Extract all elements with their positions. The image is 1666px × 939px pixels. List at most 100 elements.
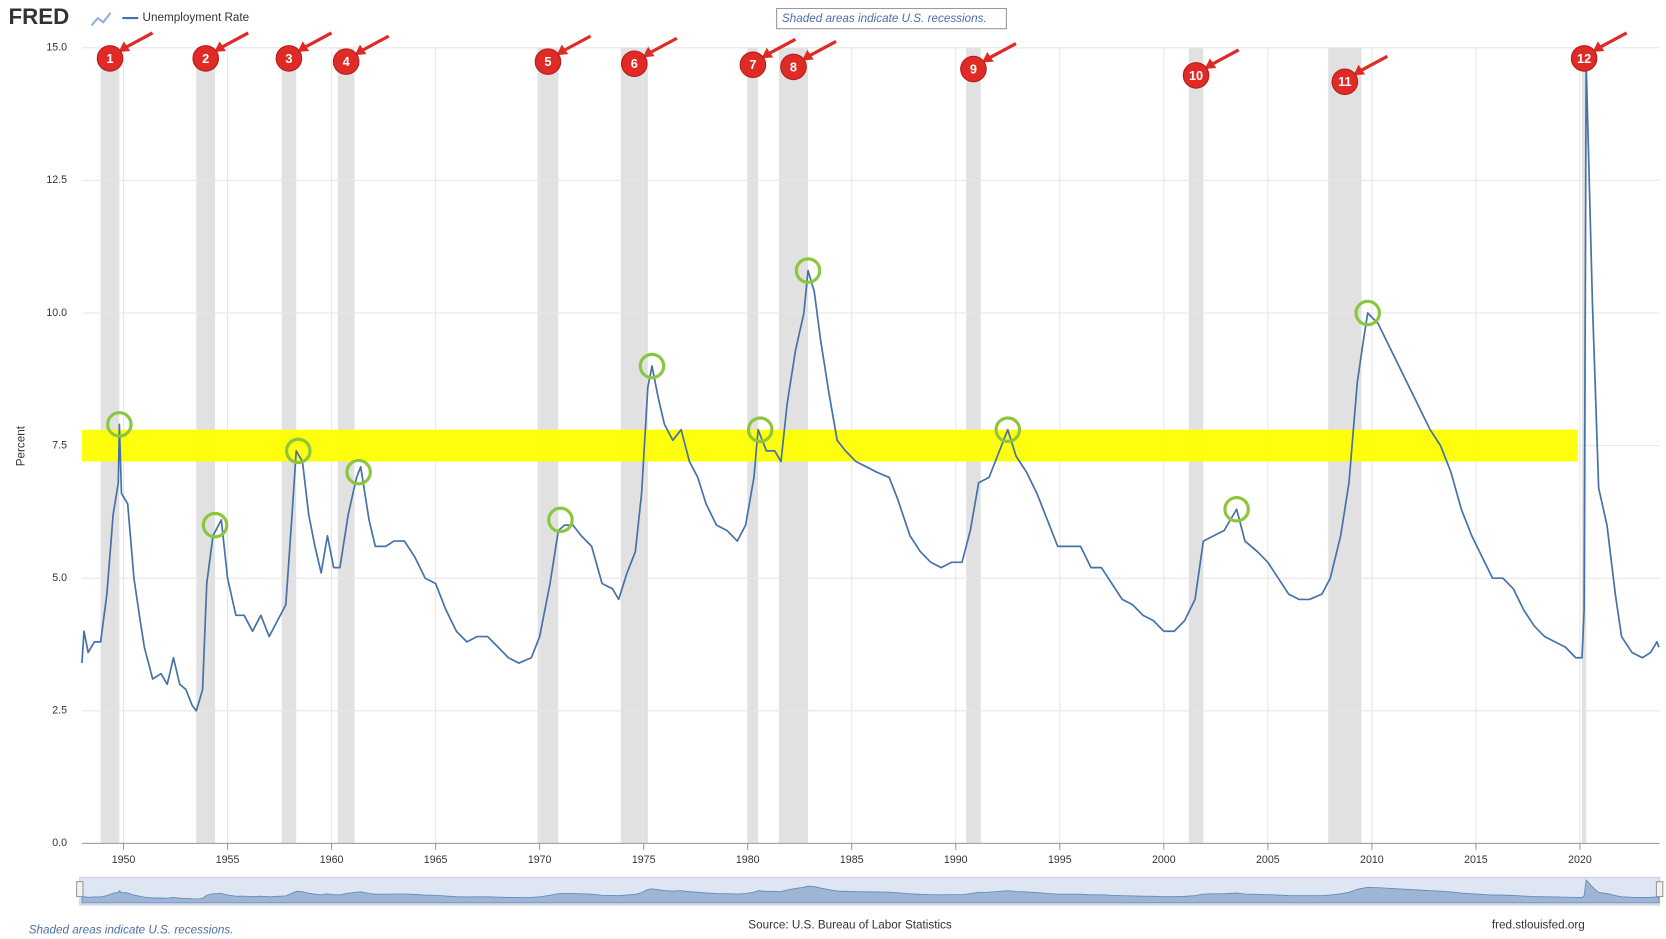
marker-arrow	[987, 42, 1017, 60]
y-tick-label: 2.5	[52, 705, 67, 717]
marker-circle	[1182, 62, 1210, 89]
marker-label: 1	[106, 51, 113, 66]
marker-circle	[739, 51, 767, 79]
marker-arrowhead	[1204, 58, 1217, 70]
source: Source: U.S. Bureau of Labor Statistics	[748, 918, 952, 931]
marker-circle	[332, 48, 360, 75]
marker-arrowhead	[642, 46, 655, 58]
series-line	[81, 62, 1660, 712]
marker-circle	[192, 45, 220, 72]
marker-arrow	[360, 34, 390, 53]
marker-label: 2	[202, 51, 209, 66]
marker-arrow	[562, 34, 592, 53]
x-tick-label: 1950	[112, 854, 136, 866]
marker-arrow	[807, 40, 837, 58]
recession-marker: 6	[621, 36, 678, 78]
recession-marker: 4	[332, 34, 390, 75]
marker-arrowhead	[556, 44, 569, 56]
x-tick-label: 1965	[424, 854, 448, 866]
marker-arrowhead	[1353, 64, 1366, 76]
recession-marker: 2	[192, 31, 250, 72]
y-tick-label: 7.5	[52, 439, 67, 451]
y-tick-label: 10.0	[46, 307, 67, 319]
logo: FRED	[9, 4, 70, 29]
marker-arrow	[219, 31, 250, 50]
marker-arrowhead	[801, 49, 814, 61]
marker-arrow	[767, 37, 797, 56]
recession-marker: 9	[960, 42, 1017, 83]
marker-arrowhead	[214, 41, 226, 53]
peak-circle	[106, 411, 133, 438]
peak-circle	[1223, 495, 1250, 523]
marker-arrowhead	[354, 44, 367, 56]
peak-circle	[794, 257, 822, 284]
site: fred.stlouisfed.org	[1492, 918, 1585, 931]
y-tick-label: 12.5	[46, 174, 67, 186]
recession-marker: 11	[1331, 54, 1389, 96]
x-tick-label: 1995	[1048, 854, 1072, 866]
peak-circle	[638, 352, 666, 380]
navigator-handle	[76, 881, 84, 898]
marker-circle	[275, 45, 303, 72]
marker-arrowhead	[118, 41, 131, 53]
x-tick-label: 1975	[632, 854, 656, 866]
y-tick-label: 0.0	[52, 837, 67, 849]
x-tick-label: 1955	[216, 854, 240, 866]
x-tick-label: 2015	[1464, 854, 1488, 866]
recession-note: Shaded areas indicate U.S. recessions.	[29, 924, 234, 937]
marker-label: 5	[544, 54, 551, 69]
marker-label: 4	[343, 54, 351, 69]
marker-label: 7	[749, 57, 756, 72]
recession-marker: 7	[739, 37, 797, 79]
marker-circle	[1331, 68, 1359, 96]
marker-label: 6	[631, 56, 638, 71]
marker-circle	[534, 48, 562, 75]
marker-circle	[621, 50, 648, 78]
x-tick-label: 2005	[1256, 854, 1280, 866]
navigator-area	[81, 879, 1660, 904]
marker-arrowhead	[761, 47, 774, 59]
y-tick-label: 15.0	[46, 42, 67, 54]
y-axis-label: Percent	[14, 425, 27, 466]
recession-marker: 10	[1182, 48, 1240, 89]
marker-label: 11	[1338, 74, 1351, 89]
x-tick-label: 2010	[1360, 854, 1384, 866]
y-tick-label: 5.0	[52, 572, 67, 584]
x-tick-label: 1960	[320, 854, 344, 866]
marker-arrow	[1358, 54, 1389, 73]
legend-label: Unemployment Rate	[143, 11, 250, 24]
marker-circle	[780, 53, 807, 81]
tooltip-box	[776, 7, 1007, 30]
peak-circle	[201, 511, 229, 539]
marker-arrow	[303, 31, 333, 50]
tooltip-note: Shaded areas indicate U.S. recessions.	[782, 12, 987, 25]
peak-circle	[345, 458, 372, 486]
marker-arrow	[1598, 31, 1628, 50]
peak-circle	[547, 506, 574, 534]
marker-arrowhead	[981, 52, 994, 63]
x-tick-label: 2020	[1568, 854, 1592, 866]
logo-icon	[90, 12, 112, 27]
marker-label: 3	[285, 51, 292, 66]
x-tick-label: 2000	[1152, 854, 1176, 866]
peak-circle	[1354, 299, 1382, 327]
marker-circle	[96, 45, 124, 72]
highlight-band	[81, 429, 1578, 462]
marker-circle	[960, 55, 987, 83]
navigator-handle	[1655, 881, 1664, 898]
peak-circle	[746, 416, 774, 443]
recession-marker: 12	[1570, 31, 1628, 72]
marker-label: 10	[1189, 68, 1203, 83]
marker-circle	[1570, 45, 1598, 72]
x-tick-label: 1970	[528, 854, 552, 866]
x-tick-label: 1990	[944, 854, 968, 866]
marker-label: 9	[970, 61, 977, 76]
marker-arrow	[124, 31, 154, 50]
x-tick-label: 1980	[736, 854, 760, 866]
peak-circle	[284, 437, 312, 465]
recession-marker: 1	[96, 31, 154, 72]
recession-marker: 3	[275, 31, 333, 72]
